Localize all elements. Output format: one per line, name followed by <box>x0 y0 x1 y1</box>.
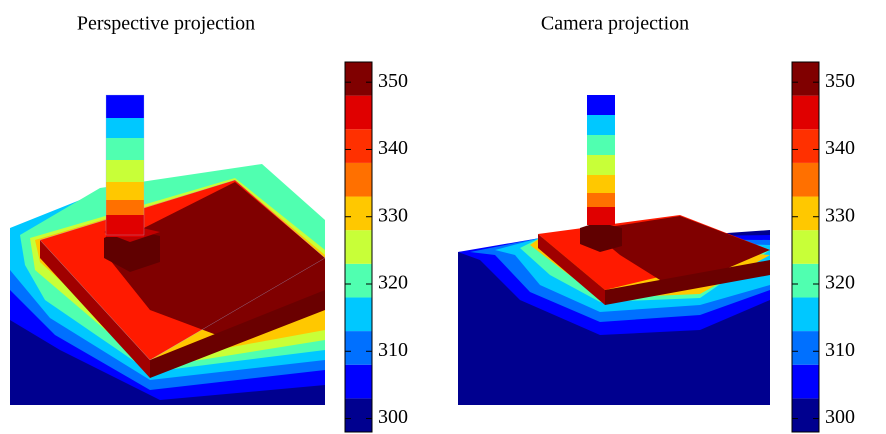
panel-title: Perspective projection <box>77 13 255 35</box>
tick-label: 310 <box>825 339 855 361</box>
colorbar-band <box>345 365 372 399</box>
render-perspective <box>10 95 325 405</box>
colorbar-band <box>345 297 372 331</box>
tick-label: 340 <box>825 137 855 159</box>
colorbar-band <box>345 96 372 130</box>
tick-label: 300 <box>825 406 855 428</box>
colorbar-band <box>792 230 819 264</box>
colorbar-band <box>345 62 372 96</box>
tick-label: 320 <box>825 272 855 294</box>
panel-title: Camera projection <box>541 13 689 35</box>
colorbar-band <box>792 96 819 130</box>
colorbar-band <box>792 398 819 432</box>
colorbar-band <box>792 264 819 298</box>
colorbar-band <box>345 129 372 163</box>
colorbar-band <box>345 163 372 197</box>
colorbar-band <box>792 297 819 331</box>
tick-label: 340 <box>378 137 408 159</box>
colorbar-band <box>345 331 372 365</box>
colorbar-band <box>345 398 372 432</box>
tick-label: 320 <box>378 272 408 294</box>
colorbar-band <box>792 163 819 197</box>
colorbar-band <box>792 331 819 365</box>
tick-label: 350 <box>378 70 408 92</box>
tick-label: 350 <box>825 70 855 92</box>
tick-label: 310 <box>378 339 408 361</box>
colorbar-band <box>792 62 819 96</box>
tick-label: 300 <box>378 406 408 428</box>
render-camera <box>458 95 770 405</box>
figure: Perspective projection 300 310 320 330 340 350… <box>0 0 886 434</box>
tick-label: 330 <box>378 204 408 226</box>
colorbar-band <box>792 129 819 163</box>
tick-label: 330 <box>825 204 855 226</box>
colorbar-band <box>345 264 372 298</box>
colorbar-band <box>792 365 819 399</box>
colorbar-band <box>345 230 372 264</box>
colorbar-band <box>792 197 819 231</box>
colorbar-band <box>345 197 372 231</box>
